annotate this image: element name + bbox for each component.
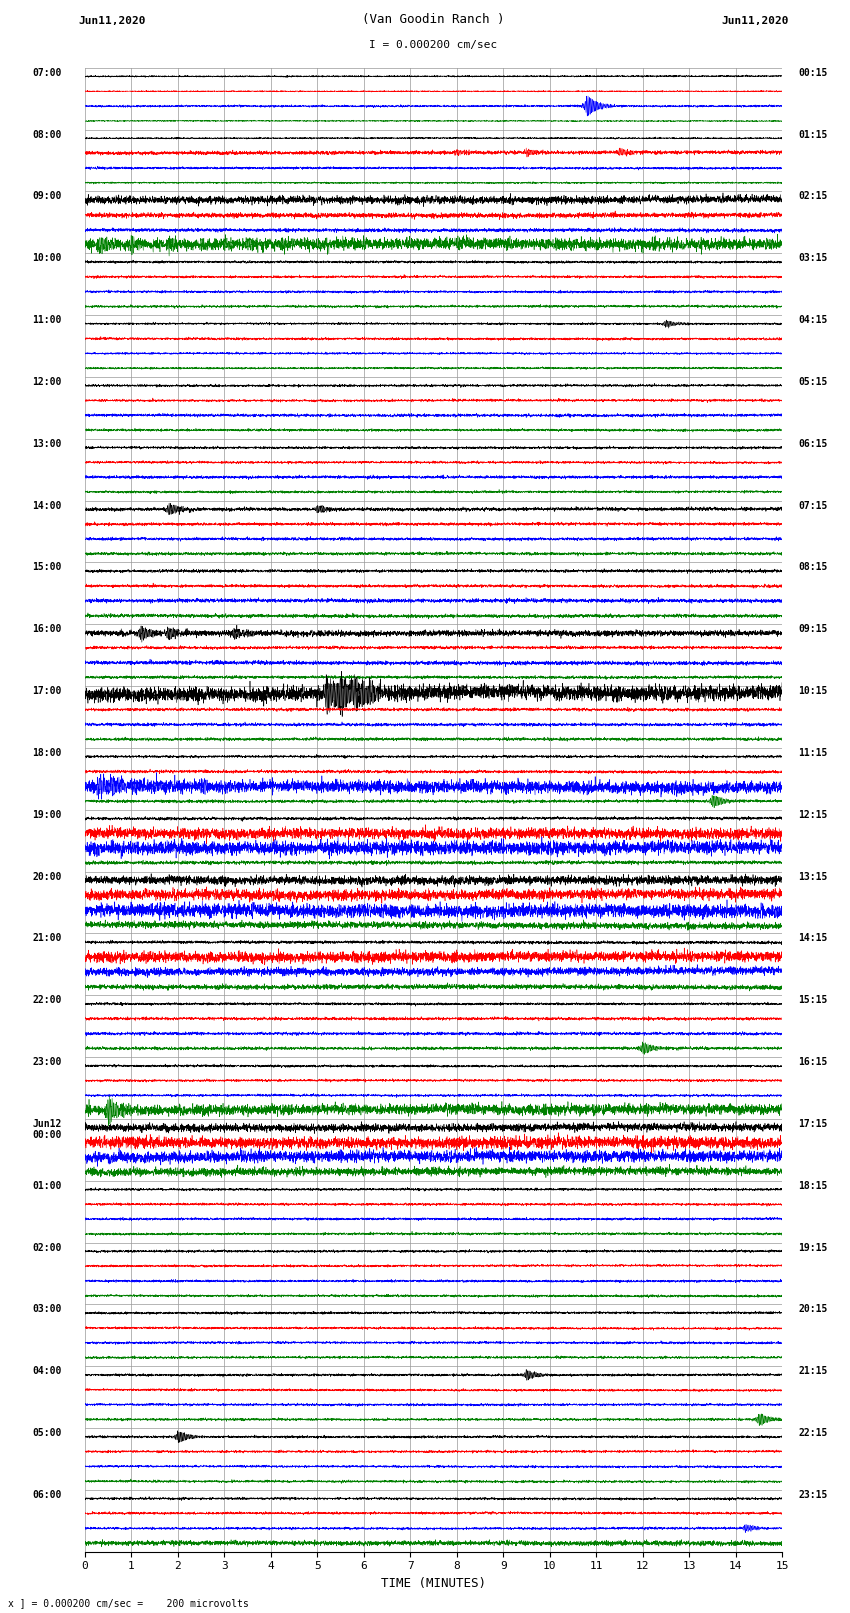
Text: 02:00: 02:00 — [32, 1242, 62, 1253]
Text: 13:15: 13:15 — [798, 871, 828, 882]
Text: 14:15: 14:15 — [798, 934, 828, 944]
Text: 17:15: 17:15 — [798, 1119, 828, 1129]
Text: 00:15: 00:15 — [798, 68, 828, 77]
Text: 11:00: 11:00 — [32, 315, 62, 326]
Text: 16:15: 16:15 — [798, 1057, 828, 1068]
Text: 10:15: 10:15 — [798, 686, 828, 697]
Text: (Van Goodin Ranch ): (Van Goodin Ranch ) — [362, 13, 505, 26]
Text: 21:00: 21:00 — [32, 934, 62, 944]
Text: 23:15: 23:15 — [798, 1490, 828, 1500]
Text: 07:15: 07:15 — [798, 500, 828, 511]
Text: 09:00: 09:00 — [32, 192, 62, 202]
Text: 14:00: 14:00 — [32, 500, 62, 511]
Text: Jun12
00:00: Jun12 00:00 — [32, 1119, 62, 1140]
Text: 02:15: 02:15 — [798, 192, 828, 202]
Text: Jun11,2020: Jun11,2020 — [722, 16, 789, 26]
Text: 20:00: 20:00 — [32, 871, 62, 882]
Text: 08:00: 08:00 — [32, 129, 62, 140]
Text: 08:15: 08:15 — [798, 563, 828, 573]
Text: 22:00: 22:00 — [32, 995, 62, 1005]
Text: 21:15: 21:15 — [798, 1366, 828, 1376]
Text: 17:00: 17:00 — [32, 686, 62, 697]
Text: 01:15: 01:15 — [798, 129, 828, 140]
Text: 12:00: 12:00 — [32, 377, 62, 387]
Text: 15:00: 15:00 — [32, 563, 62, 573]
Text: 12:15: 12:15 — [798, 810, 828, 819]
Text: 03:15: 03:15 — [798, 253, 828, 263]
Text: 20:15: 20:15 — [798, 1305, 828, 1315]
Text: 09:15: 09:15 — [798, 624, 828, 634]
Text: 05:00: 05:00 — [32, 1428, 62, 1439]
Text: 01:00: 01:00 — [32, 1181, 62, 1190]
Text: 10:00: 10:00 — [32, 253, 62, 263]
Text: 04:15: 04:15 — [798, 315, 828, 326]
Text: 23:00: 23:00 — [32, 1057, 62, 1068]
Text: 03:00: 03:00 — [32, 1305, 62, 1315]
Text: 06:00: 06:00 — [32, 1490, 62, 1500]
Text: 04:00: 04:00 — [32, 1366, 62, 1376]
Text: 05:15: 05:15 — [798, 377, 828, 387]
Text: 06:15: 06:15 — [798, 439, 828, 448]
Text: 18:15: 18:15 — [798, 1181, 828, 1190]
Text: Jun11,2020: Jun11,2020 — [78, 16, 145, 26]
Text: 11:15: 11:15 — [798, 748, 828, 758]
Text: x ] = 0.000200 cm/sec =    200 microvolts: x ] = 0.000200 cm/sec = 200 microvolts — [8, 1598, 249, 1608]
Text: 19:15: 19:15 — [798, 1242, 828, 1253]
Text: 19:00: 19:00 — [32, 810, 62, 819]
Text: I = 0.000200 cm/sec: I = 0.000200 cm/sec — [370, 40, 497, 50]
Text: 22:15: 22:15 — [798, 1428, 828, 1439]
Text: 16:00: 16:00 — [32, 624, 62, 634]
Text: 13:00: 13:00 — [32, 439, 62, 448]
X-axis label: TIME (MINUTES): TIME (MINUTES) — [381, 1578, 486, 1590]
Text: 07:00: 07:00 — [32, 68, 62, 77]
Text: 18:00: 18:00 — [32, 748, 62, 758]
Text: 15:15: 15:15 — [798, 995, 828, 1005]
